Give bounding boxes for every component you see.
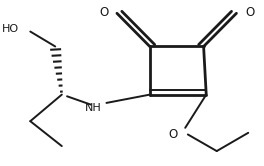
Text: NH: NH (84, 103, 101, 113)
Text: O: O (245, 6, 254, 19)
Text: O: O (169, 128, 178, 141)
Text: HO: HO (2, 24, 19, 34)
Text: O: O (99, 6, 109, 19)
